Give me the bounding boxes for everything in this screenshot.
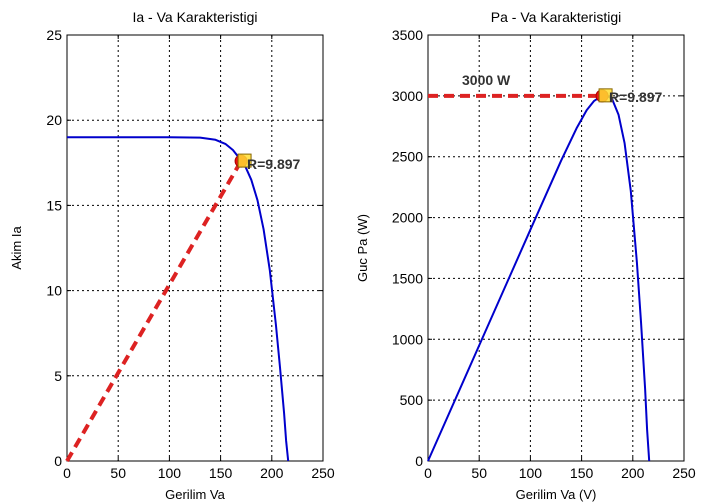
x-tick-label: 200 <box>621 465 645 481</box>
right-grid <box>427 34 685 462</box>
x-tick-label: 50 <box>471 465 487 481</box>
x-tick-label: 250 <box>311 465 335 481</box>
right-plot-frame <box>427 34 685 462</box>
left-chart-title: Ia - Va Karakteristigi <box>132 9 257 25</box>
x-tick-label: 0 <box>63 465 71 481</box>
x-tick-label: 100 <box>158 465 182 481</box>
left-y-axis-label: Akim Ia <box>9 226 24 270</box>
y-tick-label: 500 <box>400 392 424 408</box>
x-tick-label: 0 <box>424 465 432 481</box>
y-tick-label: 0 <box>54 453 62 469</box>
x-tick-label: 250 <box>672 465 696 481</box>
operating-point-square <box>237 153 252 168</box>
y-tick-label: 0 <box>415 453 423 469</box>
y-tick-label: 15 <box>46 197 62 213</box>
right-annotation-3000w: 3000 W <box>462 72 511 88</box>
y-tick-label: 2000 <box>392 210 423 226</box>
x-tick-label: 200 <box>260 465 284 481</box>
right-chart-title: Pa - Va Karakteristigi <box>491 9 621 25</box>
y-tick-label: 1500 <box>392 270 423 286</box>
y-tick-label: 20 <box>46 112 62 128</box>
right-x-axis-label: Gerilim Va (V) <box>516 487 597 502</box>
load-line-series <box>65 160 243 463</box>
left-tick-labels: 0 50 100 150 200 250 0 5 10 15 20 25 <box>46 27 334 481</box>
left-plot-frame <box>66 34 324 462</box>
y-tick-label: 3000 <box>392 88 423 104</box>
characteristic-curve-series <box>67 136 290 462</box>
left-grid <box>66 34 324 462</box>
left-x-axis-label: Gerilim Va <box>165 487 225 502</box>
y-tick-label: 1000 <box>392 331 423 347</box>
right-annotation-r: R=9.897 <box>609 89 663 105</box>
left-series <box>65 136 290 463</box>
left-panel: 0 50 100 150 200 250 0 5 10 15 20 25 Ia - Va Karakt… <box>9 9 335 502</box>
y-tick-label: 10 <box>46 283 62 299</box>
operating-point-square <box>598 88 613 103</box>
x-tick-label: 150 <box>209 465 233 481</box>
right-tick-labels: 0 50 100 150 200 2500500100015002000250030003… <box>392 27 696 481</box>
left-annotation-r: R=9.897 <box>247 156 301 172</box>
right-panel: 0 50 100 150 200 2500500100015002000250030003… <box>355 9 696 502</box>
x-tick-label: 50 <box>110 465 126 481</box>
x-tick-label: 100 <box>519 465 543 481</box>
y-tick-label: 2500 <box>392 149 423 165</box>
y-tick-label: 25 <box>46 27 62 43</box>
right-series <box>427 88 651 462</box>
x-tick-label: 150 <box>570 465 594 481</box>
y-tick-label: 3500 <box>392 27 423 43</box>
right-y-axis-label: Guc Pa (W) <box>355 214 370 282</box>
y-tick-label: 5 <box>54 368 62 384</box>
